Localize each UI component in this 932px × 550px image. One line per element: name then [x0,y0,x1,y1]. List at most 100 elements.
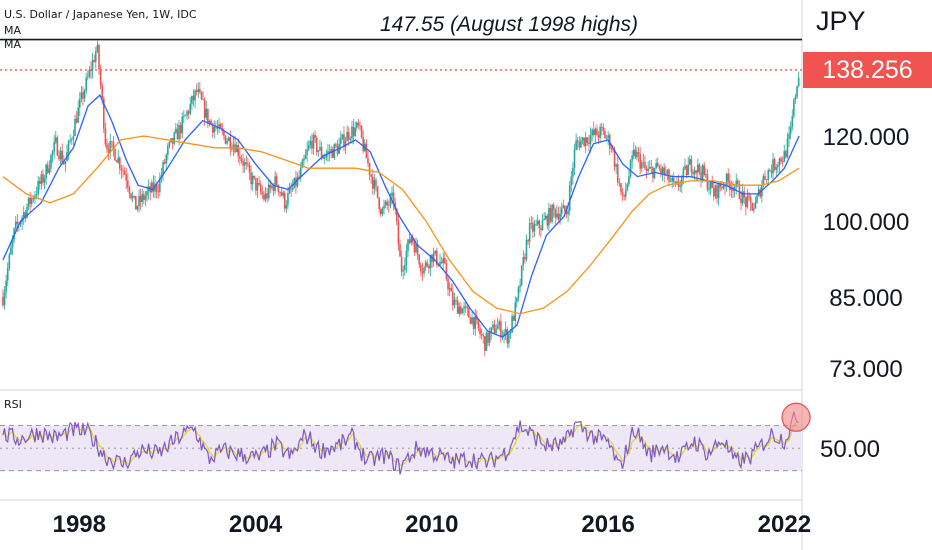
candle-body [307,145,310,150]
candle-body [191,95,193,104]
candle-body [777,165,779,168]
candle-body [764,175,766,180]
candle-body [80,92,83,99]
candle-body [365,143,368,159]
candle-body [525,239,528,260]
candle-body [138,195,140,207]
candle-body [48,168,51,173]
candle-body [378,197,380,210]
candle-body [232,144,235,150]
candle-body [157,191,160,193]
candle-body [573,149,576,168]
candle-body [632,149,635,156]
candle-body [291,187,294,190]
price-plot [0,0,803,550]
candle-body [754,202,757,209]
candle-body [347,131,350,140]
candle-body [706,174,709,190]
candle-body [304,154,307,160]
candle-body [432,253,435,262]
currency-label: JPY [816,6,866,36]
candle-body [271,185,273,188]
candle-body [240,158,243,161]
candle-body [320,146,323,157]
candle-body [791,116,794,127]
candle-body [151,182,153,193]
candle-body [708,188,710,190]
candle-body [178,125,180,140]
candle-body [690,159,693,173]
candle-body [250,172,252,185]
candle-body [371,176,374,189]
candle-body [693,170,696,175]
candle-body [423,267,425,274]
candle-body [376,186,379,198]
candle-body [144,195,147,200]
candle-body [175,128,177,133]
candle-body [644,162,646,169]
candle-body [506,329,509,344]
candle-body [575,140,577,150]
candle-body [700,172,702,180]
candle-body [114,149,116,161]
candle-body [400,256,403,272]
candle-body [38,181,41,184]
candle-body [599,126,601,138]
candle-body [748,195,750,197]
candle-body [168,141,171,146]
candle-body [602,127,605,131]
candle-body [716,185,718,199]
candle-body [210,120,212,124]
candle-body [32,198,35,200]
candle-body [272,185,275,192]
candle-body [387,204,390,206]
candle-body [194,90,196,101]
candle-body [661,167,664,174]
candle-body [223,131,225,136]
candle-body [355,122,358,128]
year-tick-label: 2016 [581,511,634,538]
candle-body [136,206,139,210]
candle-body [695,170,697,173]
candle-body [455,299,457,301]
resistance-annotation: 147.55 (August 1998 highs) [380,13,639,36]
rsi-panel-label: RSI [4,398,22,411]
candle-body [634,149,637,158]
candle-body [557,213,560,220]
candle-body [94,51,97,62]
candle-body [216,128,219,129]
candle-body [267,184,270,199]
candle-body [115,160,118,163]
candle-body [559,213,561,220]
candle-body [429,254,432,269]
candle-body [476,316,478,320]
candle-body [256,182,259,191]
candle-body [477,319,480,329]
candle-body [22,212,25,218]
candle-body [341,134,344,139]
candle-body [29,197,31,204]
candle-body [51,151,54,155]
candle-body [439,261,441,266]
candle-body [402,270,405,272]
candle-body [327,151,329,155]
candle-body [410,236,413,244]
candle-body [179,125,182,134]
candle-body [677,181,680,187]
candle-body [556,213,558,218]
candle-body [604,130,606,139]
candle-body [379,209,382,215]
candle-body [701,165,704,180]
candle-body [516,297,518,303]
candle-body [242,160,244,166]
candle-body [264,193,267,200]
candle-body [434,250,437,254]
candle-body [737,180,739,184]
candle-body [16,221,19,225]
candle-body [610,148,613,150]
candle-body [154,183,156,192]
candle-body [189,103,192,114]
candle-body [605,137,608,139]
candle-body [82,92,84,99]
candle-body [78,98,81,108]
